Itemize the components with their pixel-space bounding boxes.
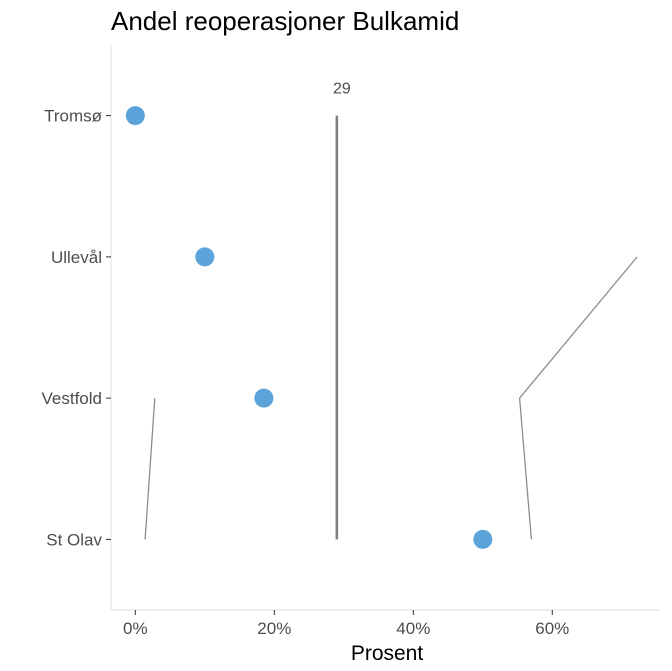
data-point: [473, 529, 493, 549]
x-axis-ticks: 0% 20% 40% 60%: [123, 610, 569, 638]
chart-title: Andel reoperasjoner Bulkamid: [111, 6, 459, 36]
y-tick-label: Tromsø: [44, 107, 102, 126]
data-point: [125, 106, 145, 126]
data-points: [125, 106, 493, 549]
x-axis-title: Prosent: [351, 642, 424, 665]
interval-lines: [144, 256, 638, 540]
interval-line: [144, 398, 156, 540]
x-tick-label: 60%: [535, 619, 569, 638]
y-tick-label: Vestfold: [42, 389, 103, 408]
x-tick-label: 40%: [396, 619, 430, 638]
x-tick-label: 20%: [257, 619, 291, 638]
interval-line: [518, 256, 638, 540]
y-tick-label: Ullevål: [51, 248, 102, 267]
data-point: [195, 247, 215, 267]
y-tick-label: St Olav: [46, 530, 102, 549]
reference-line-group: 29: [333, 81, 351, 540]
data-point: [254, 388, 274, 408]
reference-line-label: 29: [333, 81, 351, 98]
y-axis-ticks: Tromsø Ullevål Vestfold St Olav: [42, 107, 111, 549]
x-tick-label: 0%: [123, 619, 148, 638]
